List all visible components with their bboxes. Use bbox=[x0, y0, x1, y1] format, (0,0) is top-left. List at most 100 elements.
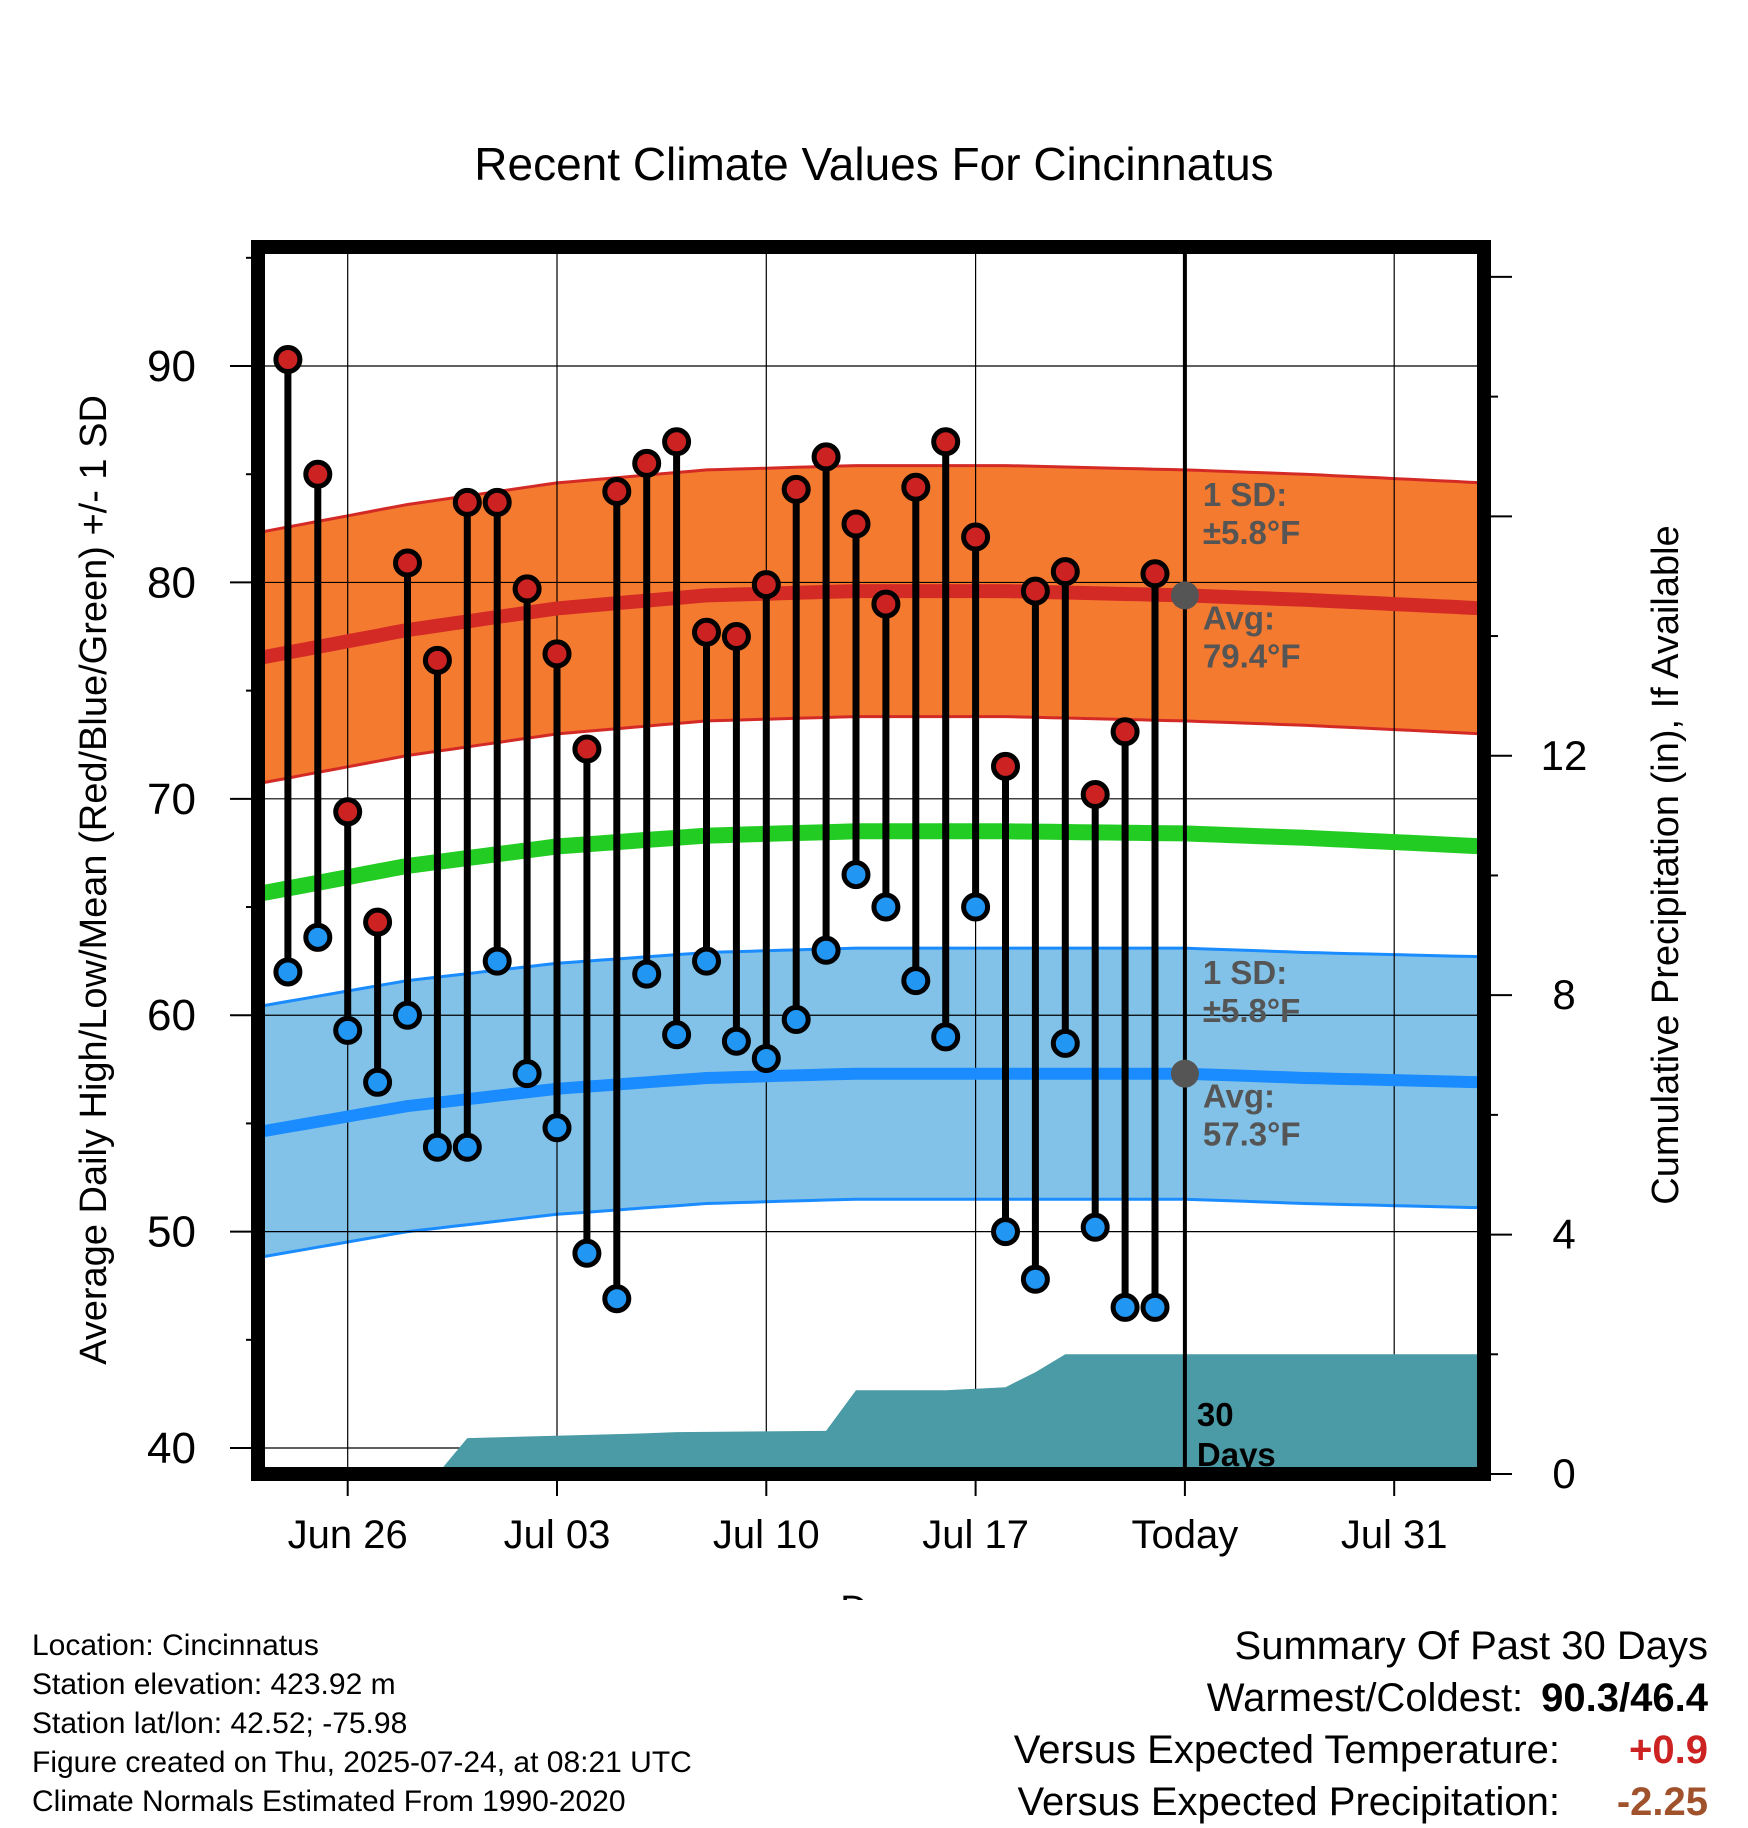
low-point bbox=[1020, 1264, 1050, 1294]
station-info: Location: Cincinnatus Station elevation:… bbox=[32, 1626, 692, 1821]
normal-low-line bbox=[256, 1067, 1485, 1139]
created-text: Figure created on Thu, 2025-07-24, at 08… bbox=[32, 1746, 692, 1779]
precip-area bbox=[258, 247, 1484, 1474]
x-tick-label: Jul 17 bbox=[922, 1513, 1029, 1557]
low-point bbox=[572, 1238, 602, 1268]
low-point bbox=[1050, 1028, 1080, 1058]
low-point bbox=[1140, 1292, 1170, 1322]
low-point bbox=[602, 1284, 632, 1314]
high-sd-label: 1 SD: bbox=[1203, 476, 1287, 513]
chart-title: Recent Climate Values For Cincinnatus bbox=[474, 138, 1273, 190]
high-point bbox=[1110, 717, 1140, 747]
precip-period-label: 30 bbox=[1197, 1396, 1234, 1433]
y-tick-label: 60 bbox=[147, 991, 196, 1040]
y2-tick-label: 4 bbox=[1552, 1211, 1575, 1258]
high-point bbox=[452, 487, 482, 517]
temp-departure-value: +0.9 bbox=[1629, 1728, 1708, 1772]
precip-fill bbox=[258, 1354, 1484, 1474]
high-point bbox=[602, 477, 632, 507]
high-avg-value: 79.4°F bbox=[1203, 637, 1301, 674]
sd-bands bbox=[257, 464, 1484, 1260]
low-point bbox=[901, 966, 931, 996]
high-point bbox=[422, 645, 452, 675]
precip-departure-value: -2.25 bbox=[1616, 1780, 1708, 1824]
x-tick-label: Jul 10 bbox=[713, 1513, 820, 1557]
low-avg-value: 57.3°F bbox=[1203, 1116, 1301, 1153]
latlon-text: Station lat/lon: 42.52; -75.98 bbox=[32, 1707, 408, 1740]
low-avg-label: Avg: bbox=[1203, 1078, 1275, 1115]
high-point bbox=[961, 522, 991, 552]
low-point bbox=[721, 1026, 751, 1056]
low-point bbox=[662, 1020, 692, 1050]
low-point bbox=[991, 1217, 1020, 1247]
low-avg-marker bbox=[1170, 1059, 1199, 1088]
high-point bbox=[871, 589, 901, 619]
y2-axis-label: Cumulative Precipitation (in), If Availa… bbox=[1645, 525, 1687, 1204]
high-sd-band bbox=[258, 465, 1484, 784]
low-point bbox=[692, 946, 721, 976]
high-point bbox=[542, 639, 572, 669]
high-sd-value: ±5.8°F bbox=[1203, 514, 1300, 551]
high-point bbox=[781, 474, 811, 504]
low-point bbox=[452, 1132, 482, 1162]
low-point bbox=[751, 1044, 781, 1074]
low-band-lower-edge bbox=[257, 1197, 1484, 1260]
high-point bbox=[811, 442, 841, 472]
axes: Jun 26 Jul 03 Jul 10 Jul 17 Today Jul 3140506… bbox=[147, 240, 1588, 1557]
temp-departure-label: Versus Expected Temperature: bbox=[1013, 1728, 1560, 1772]
x-tick-label: Jul 03 bbox=[504, 1513, 611, 1557]
low-point bbox=[422, 1132, 452, 1162]
low-point bbox=[632, 959, 662, 989]
low-sd-value: ±5.8°F bbox=[1203, 992, 1300, 1029]
low-point bbox=[811, 935, 841, 965]
high-point bbox=[363, 907, 393, 937]
low-point bbox=[961, 892, 991, 922]
high-point bbox=[333, 797, 363, 827]
normal-high-line bbox=[256, 584, 1485, 666]
low-point bbox=[542, 1113, 572, 1143]
low-point bbox=[512, 1059, 542, 1089]
low-point bbox=[333, 1015, 363, 1045]
low-point bbox=[273, 957, 303, 987]
high-point bbox=[841, 509, 871, 539]
high-point bbox=[931, 427, 961, 457]
y-tick-label: 80 bbox=[147, 558, 196, 607]
warmest-coldest-label: Warmest/Coldest: bbox=[1206, 1676, 1524, 1720]
plot-frame bbox=[251, 240, 1491, 1481]
y2-tick-label: 8 bbox=[1552, 971, 1575, 1018]
y-tick-label: 70 bbox=[147, 775, 196, 824]
location-text: Location: Cincinnatus bbox=[32, 1629, 319, 1662]
high-point bbox=[512, 574, 542, 604]
high-point bbox=[1140, 559, 1170, 589]
y-axis-label: Average Daily High/Low/Mean (Red/Blue/Gr… bbox=[73, 395, 115, 1365]
climate-chart: Recent Climate Values For Cincinnatus 1 … bbox=[73, 138, 1687, 1600]
low-sd-band bbox=[258, 948, 1484, 1258]
y-tick-label: 50 bbox=[147, 1208, 196, 1257]
normal-mean-line bbox=[256, 823, 1485, 902]
low-point bbox=[841, 860, 871, 890]
low-band-upper-edge bbox=[257, 946, 1484, 1009]
high-point bbox=[1080, 779, 1110, 809]
high-point bbox=[751, 570, 781, 600]
y-tick-label: 40 bbox=[147, 1424, 196, 1473]
low-point bbox=[1080, 1212, 1110, 1242]
high-point bbox=[692, 617, 721, 647]
x-axis-label: Day bbox=[840, 1589, 908, 1600]
low-point bbox=[393, 1000, 422, 1030]
x-tick-label: Jun 26 bbox=[288, 1513, 408, 1557]
high-point bbox=[303, 459, 333, 489]
y2-tick-label: 12 bbox=[1541, 732, 1588, 779]
high-point bbox=[721, 622, 751, 652]
warmest-coldest-value: 90.3/46.4 bbox=[1541, 1676, 1708, 1720]
observations bbox=[273, 345, 1170, 1322]
normal-lines bbox=[256, 584, 1485, 1139]
y-tick-label: 90 bbox=[147, 342, 196, 391]
high-point bbox=[393, 548, 422, 578]
summary-heading: Summary Of Past 30 Days bbox=[1234, 1624, 1708, 1668]
precip-period-label-2: Days bbox=[1197, 1436, 1276, 1473]
low-point bbox=[363, 1067, 393, 1097]
normals-text: Climate Normals Estimated From 1990-2020 bbox=[32, 1785, 626, 1818]
x-tick-label: Today bbox=[1132, 1513, 1239, 1557]
summary-panel: Summary Of Past 30 Days Warmest/Coldest:… bbox=[1014, 1620, 1708, 1828]
